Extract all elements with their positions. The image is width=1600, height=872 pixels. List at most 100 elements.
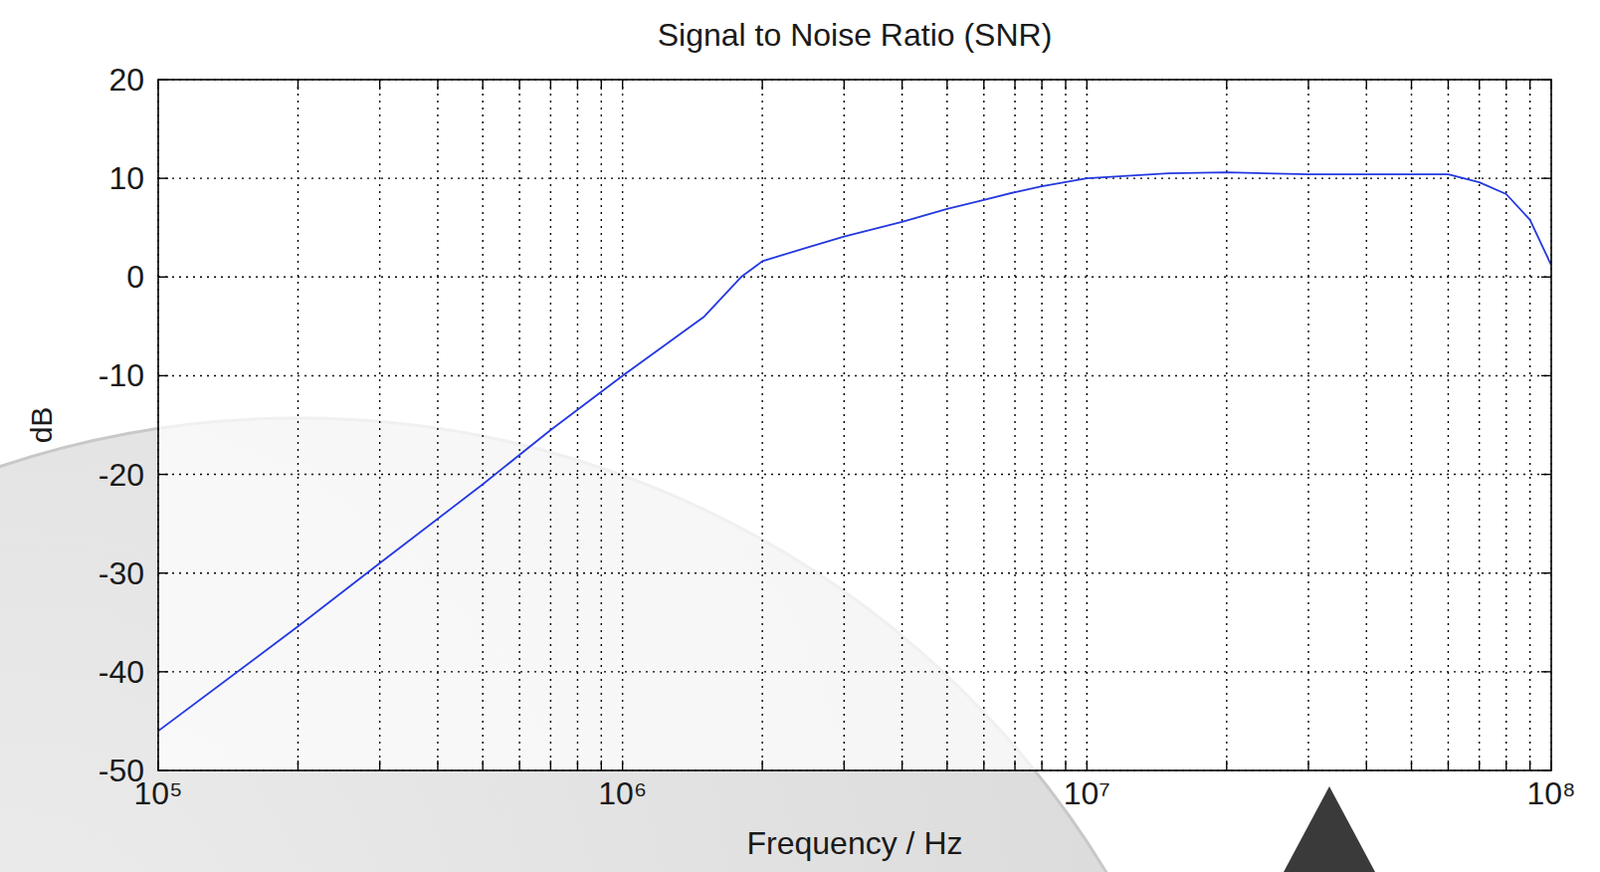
y-tick xyxy=(158,177,169,179)
x-tick xyxy=(1064,79,1066,90)
x-tick xyxy=(946,760,948,771)
x-grid-line xyxy=(843,79,845,771)
x-tick xyxy=(983,760,985,771)
x-grid-line xyxy=(946,79,948,771)
x-grid-line xyxy=(1064,79,1066,771)
x-tick xyxy=(1410,760,1412,771)
y-axis-label: dB xyxy=(24,406,58,444)
x-grid-line xyxy=(481,79,483,771)
x-tick xyxy=(1529,760,1531,771)
y-tick-label: -30 xyxy=(98,555,145,592)
x-tick-label: 10⁷ xyxy=(1063,775,1111,811)
x-tick xyxy=(379,79,381,90)
x-grid-line xyxy=(297,79,299,771)
x-grid-line xyxy=(600,79,602,771)
y-tick-label: -20 xyxy=(98,456,145,493)
x-tick xyxy=(983,79,985,90)
x-tick xyxy=(761,79,763,90)
x-grid-line xyxy=(1086,79,1088,771)
x-tick xyxy=(600,79,602,90)
y-tick-label: 20 xyxy=(108,61,145,98)
x-grid-line xyxy=(1013,79,1015,771)
x-tick xyxy=(1225,760,1227,771)
x-grid-line xyxy=(436,79,438,771)
x-tick xyxy=(1505,760,1507,771)
x-tick-label: 10⁸ xyxy=(1526,775,1576,811)
x-tick xyxy=(901,79,903,90)
y-tick-label: -40 xyxy=(98,653,145,690)
x-tick xyxy=(621,760,623,771)
x-grid-line xyxy=(621,79,623,771)
y-tick xyxy=(158,473,169,475)
grid xyxy=(158,79,1552,771)
x-tick xyxy=(1013,760,1015,771)
y-tick xyxy=(158,572,169,574)
x-tick xyxy=(901,760,903,771)
y-tick xyxy=(1541,375,1552,377)
x-tick xyxy=(1478,79,1480,90)
x-tick-label: 10⁶ xyxy=(598,775,647,811)
x-tick xyxy=(1366,79,1368,90)
x-grid-line xyxy=(550,79,552,771)
x-tick xyxy=(1040,79,1042,90)
series-group xyxy=(158,172,1552,731)
snr-line xyxy=(158,172,1552,731)
x-tick xyxy=(761,760,763,771)
x-tick xyxy=(1225,79,1227,90)
x-tick xyxy=(379,760,381,771)
x-tick xyxy=(946,79,948,90)
x-tick xyxy=(843,79,845,90)
plot-frame xyxy=(158,79,1552,771)
x-grid-line xyxy=(983,79,985,771)
x-grid-line xyxy=(901,79,903,771)
x-tick xyxy=(1086,79,1088,90)
x-tick xyxy=(1410,79,1412,90)
x-grid-line xyxy=(518,79,520,771)
y-tick xyxy=(1541,670,1552,672)
x-tick xyxy=(1447,760,1449,771)
x-tick xyxy=(1505,79,1507,90)
x-tick xyxy=(1478,760,1480,771)
x-grid-line xyxy=(761,79,763,771)
y-grid-line xyxy=(158,276,1552,278)
x-tick xyxy=(436,79,438,90)
x-tick xyxy=(1529,79,1531,90)
y-tick xyxy=(1541,276,1552,278)
y-tick xyxy=(158,276,169,278)
x-tick xyxy=(481,79,483,90)
x-tick xyxy=(297,760,299,771)
x-tick xyxy=(518,79,520,90)
y-tick-label: -10 xyxy=(98,357,145,394)
plot-area xyxy=(158,79,1552,771)
y-tick xyxy=(1541,572,1552,574)
y-grid-line xyxy=(158,375,1552,377)
x-tick xyxy=(621,79,623,90)
x-grid-line xyxy=(1505,79,1507,771)
y-tick xyxy=(1541,473,1552,475)
y-tick-label: -50 xyxy=(98,752,145,789)
x-tick xyxy=(1447,79,1449,90)
y-grid-line xyxy=(158,177,1552,179)
y-tick-label: 10 xyxy=(108,160,145,197)
x-tick xyxy=(1366,760,1368,771)
chart-title: Signal to Noise Ratio (SNR) xyxy=(657,16,1053,53)
x-tick xyxy=(1086,760,1088,771)
x-grid-line xyxy=(1366,79,1368,771)
x-tick xyxy=(550,760,552,771)
x-tick xyxy=(481,760,483,771)
x-axis-label: Frequency / Hz xyxy=(747,824,964,861)
y-tick-label: 0 xyxy=(126,258,145,295)
y-tick xyxy=(1541,177,1552,179)
x-tick xyxy=(577,79,579,90)
x-tick xyxy=(1307,760,1309,771)
x-tick xyxy=(518,760,520,771)
y-grid-line xyxy=(158,473,1552,475)
x-tick xyxy=(436,760,438,771)
x-grid-line xyxy=(379,79,381,771)
x-grid-line xyxy=(1447,79,1449,771)
x-grid-line xyxy=(1529,79,1531,771)
x-tick xyxy=(1307,79,1309,90)
y-tick xyxy=(158,670,169,672)
y-grid-line xyxy=(158,670,1552,672)
x-tick xyxy=(600,760,602,771)
